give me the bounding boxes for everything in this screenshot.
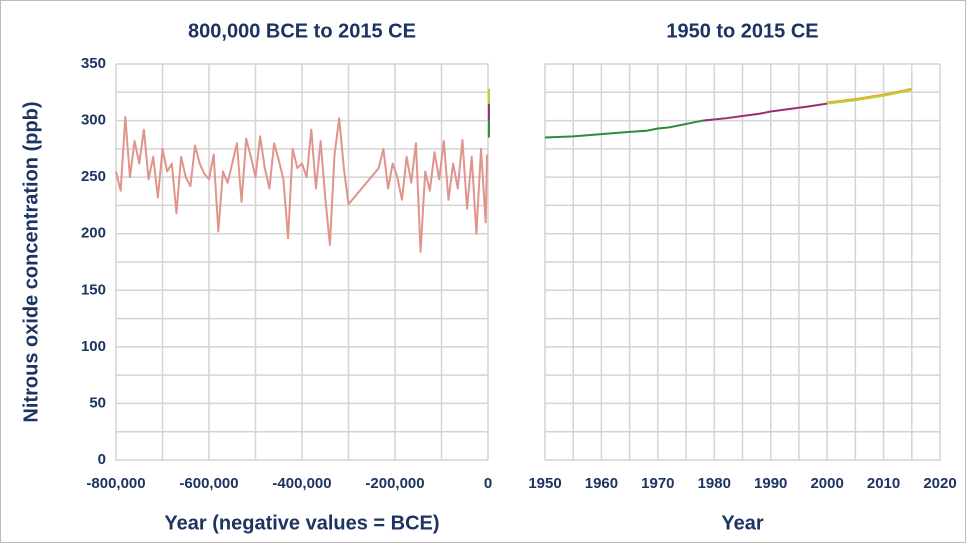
x-tick-label: 1990 xyxy=(754,475,787,492)
x-tick-label: 1970 xyxy=(641,475,674,492)
x-tick-label: 2000 xyxy=(810,475,843,492)
x-tick-label: -400,000 xyxy=(272,475,331,492)
data-line xyxy=(702,102,828,122)
x-axis-label: Year (negative values = BCE) xyxy=(164,512,439,534)
y-tick-label: 200 xyxy=(81,225,106,242)
data-line xyxy=(827,87,912,104)
x-tick-label: -200,000 xyxy=(365,475,424,492)
chart-title: 1950 to 2015 CE xyxy=(666,20,818,42)
data-line xyxy=(544,118,715,139)
x-axis-label: Year xyxy=(721,512,763,534)
data-line xyxy=(827,89,912,105)
y-tick-label: 50 xyxy=(89,394,106,411)
chart-title: 800,000 BCE to 2015 CE xyxy=(188,20,416,42)
y-tick-label: 150 xyxy=(81,281,106,298)
y-tick-label: 350 xyxy=(81,55,106,72)
x-tick-label: 1960 xyxy=(585,475,618,492)
y-tick-label: 100 xyxy=(81,338,106,355)
x-tick-label: -800,000 xyxy=(86,475,145,492)
y-axis-label: Nitrous oxide concentration (ppb) xyxy=(20,101,42,422)
x-tick-label: 1980 xyxy=(698,475,731,492)
y-tick-label: 0 xyxy=(98,451,106,468)
y-tick-label: 300 xyxy=(81,112,106,129)
x-tick-label: 2020 xyxy=(923,475,956,492)
x-tick-label: -600,000 xyxy=(179,475,238,492)
y-tick-label: 250 xyxy=(81,168,106,185)
x-tick-label: 0 xyxy=(484,475,492,492)
data-line xyxy=(115,116,489,253)
x-tick-label: 2010 xyxy=(867,475,900,492)
x-tick-label: 1950 xyxy=(528,475,561,492)
